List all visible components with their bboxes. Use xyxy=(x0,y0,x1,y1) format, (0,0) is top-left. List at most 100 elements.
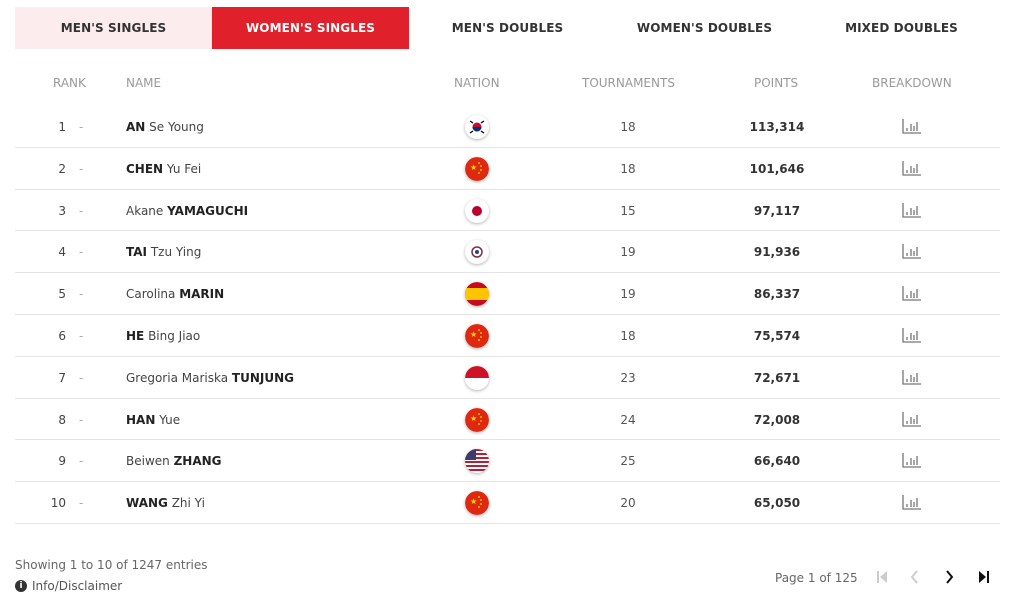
tournaments: 18 xyxy=(620,328,636,343)
points: 72,008 xyxy=(753,412,801,427)
breakdown-chart-icon[interactable] xyxy=(902,411,922,427)
rank-change: - xyxy=(79,328,84,343)
breakdown-chart-icon[interactable] xyxy=(902,452,922,469)
breakdown-chart-icon[interactable] xyxy=(902,202,922,218)
points: 101,646 xyxy=(749,161,805,176)
rank: 7 xyxy=(58,370,66,385)
surname: MARIN xyxy=(179,287,225,302)
flag-chn-icon: ★ xyxy=(465,491,489,516)
rank-change: - xyxy=(79,496,84,511)
chevron-left-icon xyxy=(910,570,918,584)
svg-text:★: ★ xyxy=(470,497,477,506)
flag-ina-icon xyxy=(465,365,489,390)
points: 72,671 xyxy=(753,370,801,385)
rank-change: - xyxy=(79,412,84,427)
points: 75,574 xyxy=(753,328,801,343)
table-row: 3 - Akane YAMAGUCHI 15 97,117 xyxy=(15,190,1000,232)
rank: 6 xyxy=(58,328,66,343)
rank: 4 xyxy=(58,245,66,260)
player-name[interactable]: HE Bing Jiao xyxy=(126,329,200,343)
surname: WANG xyxy=(126,496,168,511)
rank-change: - xyxy=(79,370,84,385)
flag-tpe-icon xyxy=(465,240,489,265)
rank-change: - xyxy=(79,454,84,469)
col-points: POINTS xyxy=(754,76,799,90)
breakdown-chart-icon[interactable] xyxy=(902,327,922,343)
rank-change: - xyxy=(79,203,84,218)
tab-mixed-doubles[interactable]: MIXED DOUBLES xyxy=(845,21,958,35)
prev-page-button[interactable] xyxy=(905,566,925,588)
last-page-icon xyxy=(979,571,989,583)
entries-info: Showing 1 to 10 of 1247 entries xyxy=(15,558,208,572)
name-part: Akane xyxy=(126,203,168,218)
points: 86,337 xyxy=(753,287,801,302)
first-page-button[interactable] xyxy=(872,566,892,588)
flag-jpn-icon xyxy=(465,198,489,223)
points: 113,314 xyxy=(749,120,805,134)
table-row: 1 - AN Se Young 18 113,314 xyxy=(15,106,1000,148)
flag-esp-icon xyxy=(465,282,489,307)
col-tournaments: TOURNAMENTS xyxy=(582,76,675,90)
name-part: Zhi Yi xyxy=(167,496,205,511)
name-part: Tzu Ying xyxy=(147,245,202,260)
surname: TUNJUNG xyxy=(231,370,294,385)
player-name[interactable]: CHEN Yu Fei xyxy=(126,162,201,176)
name-part: Se Young xyxy=(145,120,204,134)
name-part: Gregoria Mariska xyxy=(126,370,232,385)
table-header: RANK NAME NATION TOURNAMENTS POINTS BREA… xyxy=(0,76,1024,92)
info-label: Info/Disclaimer xyxy=(32,579,123,593)
points: 91,936 xyxy=(753,245,801,260)
flag-chn-icon: ★ xyxy=(465,156,489,181)
breakdown-chart-icon[interactable] xyxy=(902,285,922,301)
rank: 9 xyxy=(58,454,66,469)
player-name[interactable]: Gregoria Mariska TUNJUNG xyxy=(126,371,294,385)
table-row: 7 - Gregoria Mariska TUNJUNG 23 72,671 xyxy=(15,357,1000,399)
tab-men-s-doubles[interactable]: MEN'S DOUBLES xyxy=(451,21,564,35)
tournaments: 20 xyxy=(620,496,636,511)
tournaments: 19 xyxy=(620,245,636,260)
flag-usa-icon xyxy=(465,449,489,474)
player-name[interactable]: AN Se Young xyxy=(126,120,204,134)
flag-chn-icon: ★ xyxy=(465,323,489,348)
col-breakdown: BREAKDOWN xyxy=(872,76,952,90)
player-name[interactable]: TAI Tzu Ying xyxy=(126,245,201,259)
svg-text:★: ★ xyxy=(470,163,477,172)
surname: HAN xyxy=(126,412,156,427)
table-row: 10 - WANG Zhi Yi ★ 20 65,050 xyxy=(15,482,1000,524)
tab-men-s-singles[interactable]: MEN'S SINGLES xyxy=(15,7,212,49)
player-name[interactable]: Carolina MARIN xyxy=(126,287,224,301)
name-part: Carolina xyxy=(126,287,180,302)
player-name[interactable]: HAN Yue xyxy=(126,413,180,427)
table-row: 4 - TAI Tzu Ying 19 91,936 xyxy=(15,231,1000,274)
table-row: 6 - HE Bing Jiao ★ 18 75,574 xyxy=(15,315,1000,357)
flag-chn-icon: ★ xyxy=(465,407,489,432)
flag-kor-icon xyxy=(465,115,489,139)
tab-women-s-singles[interactable]: WOMEN'S SINGLES xyxy=(212,7,409,49)
breakdown-chart-icon[interactable] xyxy=(902,160,922,176)
next-page-button[interactable] xyxy=(939,566,959,588)
last-page-button[interactable] xyxy=(974,566,994,588)
tournaments: 18 xyxy=(620,120,636,134)
rank: 10 xyxy=(50,496,66,511)
category-tabs: MEN'S SINGLES WOMEN'S SINGLES MEN'S DOUBLE… xyxy=(15,7,1000,49)
rank-change: - xyxy=(79,120,84,134)
first-page-icon xyxy=(877,571,887,583)
rank-change: - xyxy=(79,287,84,302)
surname: HE xyxy=(126,328,145,343)
info-disclaimer-link[interactable]: i Info/Disclaimer xyxy=(15,579,122,593)
breakdown-chart-icon[interactable] xyxy=(902,243,922,260)
tournaments: 24 xyxy=(620,412,636,427)
player-name[interactable]: Akane YAMAGUCHI xyxy=(126,204,248,218)
tournaments: 25 xyxy=(620,454,636,469)
surname: AN xyxy=(126,120,146,134)
tournaments: 18 xyxy=(620,161,636,176)
breakdown-chart-icon[interactable] xyxy=(902,118,922,134)
tab-women-s-doubles[interactable]: WOMEN'S DOUBLES xyxy=(636,21,773,35)
breakdown-chart-icon[interactable] xyxy=(902,369,922,385)
player-name[interactable]: WANG Zhi Yi xyxy=(126,496,205,510)
player-name[interactable]: Beiwen ZHANG xyxy=(126,454,222,468)
breakdown-chart-icon[interactable] xyxy=(902,494,922,510)
surname: CHEN xyxy=(126,161,164,176)
info-icon: i xyxy=(15,580,27,592)
rank-change: - xyxy=(79,161,84,176)
